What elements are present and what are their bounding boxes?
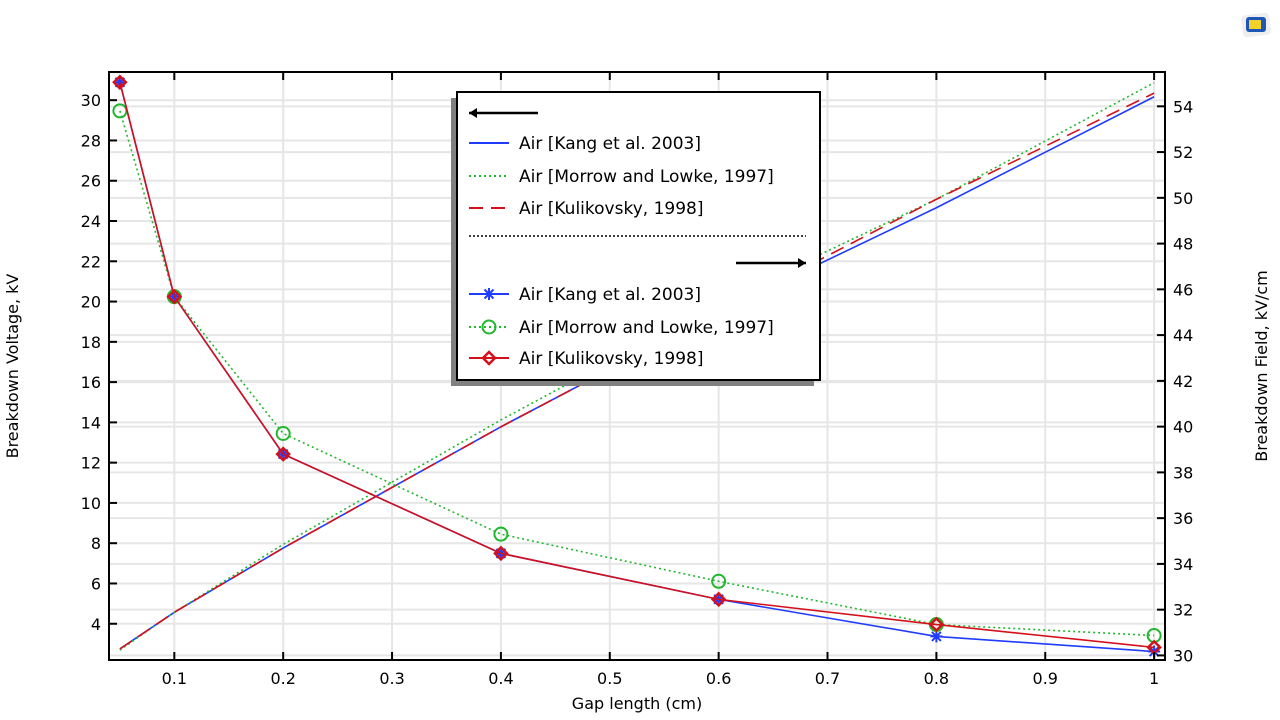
series-layer (112, 74, 1162, 658)
y-right-tick-label: 30 (1173, 646, 1193, 665)
y-axis-right-label: Breakdown Field, kV/cm (1252, 270, 1271, 461)
data-point-diamond (166, 288, 183, 305)
legend-label: Air [Kang et al. 2003] (519, 134, 701, 154)
legend-marker-diamond (481, 350, 497, 366)
series-5-right (112, 74, 1162, 656)
y-left-tick-label: 4 (91, 615, 101, 634)
legend-marker-circle (481, 319, 497, 335)
legend-entry: Air [Kang et al. 2003] (469, 285, 701, 305)
x-tick-label: 0.9 (1033, 669, 1058, 688)
y-right-tick-label: 54 (1173, 97, 1193, 116)
y-left-tick-label: 30 (81, 91, 101, 110)
legend-entry: Air [Kulikovsky, 1998] (469, 349, 703, 369)
y-left-tick-label: 18 (81, 333, 101, 352)
series-line (119, 82, 1155, 649)
data-point-asterisk (930, 630, 943, 643)
data-point-diamond (928, 616, 945, 633)
y-left-tick-label: 10 (81, 494, 101, 513)
x-tick-label: 0.4 (488, 669, 513, 688)
y-right-tick-label: 40 (1173, 418, 1193, 437)
x-tick-label: 1 (1149, 669, 1159, 688)
y-right-tick-label: 38 (1173, 463, 1193, 482)
y-left-tick-label: 20 (81, 293, 101, 312)
y-left-tick-label: 6 (91, 574, 101, 593)
data-point-diamond (112, 74, 128, 91)
legend: Air [Kang et al. 2003] Air [Morrow and Lo… (451, 91, 821, 386)
y-right-tick-label: 44 (1173, 326, 1193, 345)
plot-frame (108, 71, 1166, 661)
legend-entry: Air [Kulikovsky, 1998] (469, 199, 703, 219)
y-right-tick-label: 50 (1173, 189, 1193, 208)
x-tick-label: 0.2 (270, 669, 295, 688)
data-point-circle (493, 526, 509, 542)
data-point-asterisk (1148, 645, 1161, 658)
x-tick-label: 0.5 (597, 669, 622, 688)
legend-entry: Air [Morrow and Lowke, 1997] (469, 318, 774, 338)
data-point-circle (275, 425, 291, 441)
app-logo-icon (1241, 12, 1271, 38)
legend-label: Air [Kang et al. 2003] (519, 285, 701, 305)
x-tick-label: 0.3 (379, 669, 404, 688)
y-axis-left-label: Breakdown Voltage, kV (3, 274, 22, 459)
legend-entry: Air [Kang et al. 2003] (469, 134, 701, 154)
y-left-tick-label: 16 (81, 373, 101, 392)
y-right-tick-label: 34 (1173, 555, 1193, 574)
y-left-tick-label: 26 (81, 172, 101, 191)
y-left-tick-label: 12 (81, 454, 101, 473)
y-right-tick-label: 52 (1173, 143, 1193, 162)
legend-entry: Air [Morrow and Lowke, 1997] (469, 167, 774, 187)
legend-label: Air [Morrow and Lowke, 1997] (519, 318, 774, 338)
y-left-tick-label: 8 (91, 534, 101, 553)
series-2-left (119, 92, 1155, 650)
x-tick-label: 0.8 (924, 669, 949, 688)
legend-label: Air [Kulikovsky, 1998] (519, 349, 703, 369)
series-line (119, 81, 1155, 651)
legend-left-axis-arrow-icon (469, 108, 538, 118)
y-right-tick-label: 32 (1173, 601, 1193, 620)
data-point-diamond (493, 545, 509, 562)
y-left-tick-label: 22 (81, 252, 101, 271)
legend-label: Air [Morrow and Lowke, 1997] (519, 167, 774, 187)
legend-right-axis-arrow-icon (736, 258, 806, 268)
y-left-tick-label: 28 (81, 131, 101, 150)
x-tick-label: 0.1 (162, 669, 187, 688)
y-left-tick-label: 24 (81, 212, 101, 231)
y-right-tick-label: 42 (1173, 372, 1193, 391)
y-right-tick-label: 36 (1173, 509, 1193, 528)
ticks: 0.1 0.2 0.3 0.4 0.5 0.6 0.7 0.8 0.9 1468101214161… (81, 72, 1193, 688)
series-1-left (119, 81, 1155, 651)
y-right-tick-label: 48 (1173, 235, 1193, 254)
series-line (119, 92, 1155, 650)
data-point-diamond (710, 591, 727, 608)
x-tick-label: 0.7 (815, 669, 840, 688)
data-point-diamond (275, 446, 291, 462)
legend-marker-asterisk (483, 288, 495, 300)
y-right-tick-label: 46 (1173, 280, 1193, 299)
legend-label: Air [Kulikovsky, 1998] (519, 199, 703, 219)
x-tick-label: 0.6 (706, 669, 731, 688)
x-axis-label: Gap length (cm) (572, 694, 702, 713)
data-point-circle (711, 573, 727, 589)
y-left-tick-label: 14 (81, 413, 101, 432)
